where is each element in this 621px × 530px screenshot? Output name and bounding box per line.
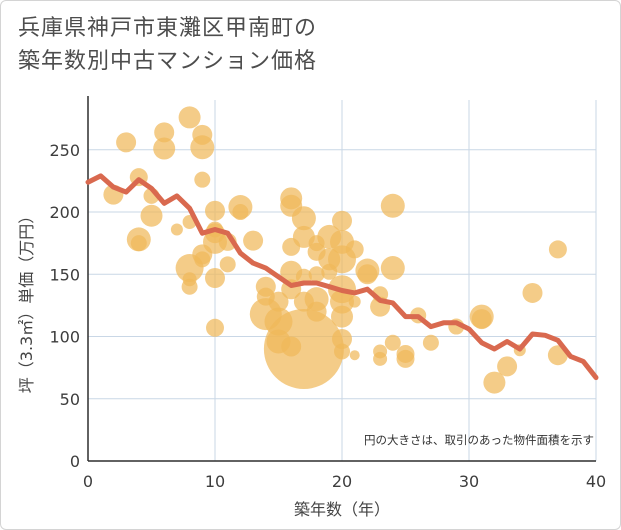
y-tick-label: 50	[60, 390, 80, 409]
bubble-point	[130, 235, 147, 252]
bubble-point	[348, 295, 361, 308]
bubble-point	[205, 268, 225, 289]
bubble-point	[483, 371, 506, 394]
bubble-point	[497, 356, 518, 377]
y-axis-label: 坪（3.3㎡）単価（万円）	[17, 208, 36, 393]
bubble-point	[308, 266, 325, 283]
bubble-point	[153, 137, 176, 160]
bubble-point	[349, 350, 360, 361]
chart-title: 兵庫県神戸市東灘区甲南町の 築年数別中古マンション価格	[18, 12, 317, 78]
bubble-point	[205, 200, 225, 221]
bubble-point	[190, 135, 215, 160]
bubble-point	[194, 171, 211, 188]
bubble-point	[334, 343, 350, 360]
bubble-point	[243, 230, 264, 251]
bubble-point	[182, 272, 197, 287]
bubble-point	[140, 204, 163, 227]
bubble-point	[384, 334, 401, 351]
x-tick-label: 30	[459, 472, 479, 491]
bubble-point	[373, 351, 388, 366]
y-tick-label: 250	[49, 141, 80, 160]
bubble-point	[331, 305, 353, 328]
bubble-point	[178, 106, 201, 129]
bubble-point	[332, 329, 352, 350]
bubble-point	[332, 210, 352, 231]
bubble-point	[357, 264, 378, 285]
bubble-point	[291, 206, 316, 231]
bubble-point	[548, 240, 567, 259]
bubble-point	[263, 308, 344, 389]
bubble-point	[471, 309, 492, 330]
bubble-point	[206, 318, 224, 337]
chart-title-line-2: 築年数別中古マンション価格	[18, 49, 318, 74]
bubble-point	[154, 122, 175, 143]
bubble-point	[396, 349, 415, 368]
bubble-point	[116, 132, 137, 153]
x-axis-label: 築年数（年）	[294, 500, 390, 519]
chart-title-line-1: 兵庫県神戸市東灘区甲南町の	[18, 16, 318, 41]
x-tick-label: 10	[205, 472, 225, 491]
bubble-point	[380, 193, 405, 218]
y-tick-label: 200	[49, 203, 80, 222]
bubble-point	[306, 301, 327, 322]
y-tick-label: 0	[70, 452, 80, 471]
y-tick-label: 150	[49, 265, 80, 284]
bubble-point	[219, 256, 236, 273]
bubble-point	[268, 291, 289, 312]
tick-labels: 0 50 100 150 200 250 0 10 20 30 40	[49, 141, 606, 491]
bubble-point	[232, 204, 249, 221]
bubble-point	[522, 282, 543, 303]
x-tick-label: 0	[83, 472, 93, 491]
y-tick-label: 100	[49, 328, 80, 347]
x-tick-label: 20	[332, 472, 352, 491]
axes	[87, 96, 596, 462]
x-tick-label: 40	[586, 472, 606, 491]
average-line-group	[85, 173, 599, 381]
bubble-point	[345, 240, 364, 259]
bubble-point	[380, 256, 405, 281]
bubble-point	[170, 223, 183, 236]
bubbles	[103, 106, 568, 394]
size-note: 円の大きさは、取引のあった物件面積を示す	[364, 433, 594, 447]
average-price-line	[85, 173, 599, 381]
bubble-point	[422, 334, 439, 351]
